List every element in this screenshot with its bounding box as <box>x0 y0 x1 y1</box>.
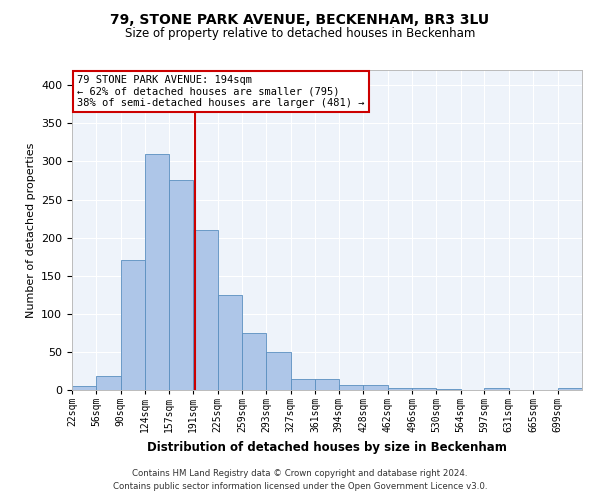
Text: Size of property relative to detached houses in Beckenham: Size of property relative to detached ho… <box>125 28 475 40</box>
Bar <box>436 389 461 390</box>
Y-axis label: Number of detached properties: Number of detached properties <box>26 142 35 318</box>
Bar <box>169 180 193 390</box>
Text: Contains HM Land Registry data © Crown copyright and database right 2024.: Contains HM Land Registry data © Crown c… <box>132 468 468 477</box>
Text: 79, STONE PARK AVENUE, BECKENHAM, BR3 3LU: 79, STONE PARK AVENUE, BECKENHAM, BR3 3L… <box>110 12 490 26</box>
Bar <box>388 388 412 390</box>
Bar <box>97 376 121 390</box>
Bar <box>363 384 388 390</box>
Bar <box>484 388 509 390</box>
Text: 79 STONE PARK AVENUE: 194sqm
← 62% of detached houses are smaller (795)
38% of s: 79 STONE PARK AVENUE: 194sqm ← 62% of de… <box>77 75 365 108</box>
X-axis label: Distribution of detached houses by size in Beckenham: Distribution of detached houses by size … <box>147 440 507 454</box>
Bar <box>557 388 582 390</box>
Bar <box>266 352 291 390</box>
Bar <box>145 154 169 390</box>
Bar <box>412 388 436 390</box>
Bar <box>242 333 266 390</box>
Bar <box>339 384 363 390</box>
Text: Contains public sector information licensed under the Open Government Licence v3: Contains public sector information licen… <box>113 482 487 491</box>
Bar <box>315 380 339 390</box>
Bar <box>218 295 242 390</box>
Bar <box>121 260 145 390</box>
Bar <box>291 380 315 390</box>
Bar <box>72 386 97 390</box>
Bar <box>193 230 218 390</box>
